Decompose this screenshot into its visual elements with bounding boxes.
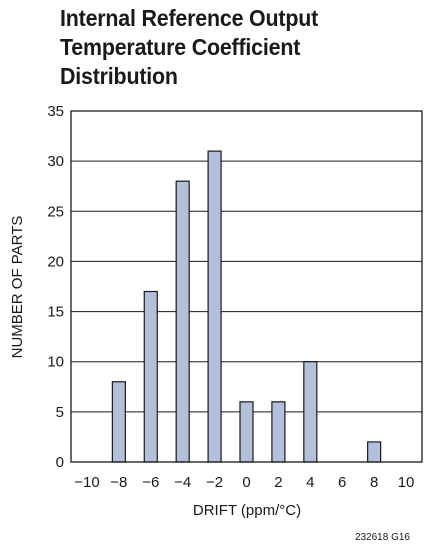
bar-drift--8: [111, 381, 126, 463]
y-tick-label: 30: [47, 153, 64, 170]
bar-drift--4: [175, 180, 190, 463]
grid-lines: [71, 160, 422, 413]
chart-title: Internal Reference Output Temperature Co…: [60, 4, 386, 91]
x-tick-label: 8: [370, 474, 378, 491]
bar-drift-4: [303, 361, 318, 463]
bar-drift-0: [239, 401, 254, 463]
y-tick-label: 35: [47, 103, 64, 120]
x-tick-label: 10: [398, 474, 415, 491]
chart-title-line-3: Distribution: [60, 63, 178, 89]
x-tick-label: −4: [174, 474, 191, 491]
y-tick-label: 5: [56, 404, 64, 421]
x-tick-label: −6: [142, 474, 159, 491]
y-tick-label: 15: [47, 304, 64, 321]
x-tick-label: 4: [306, 474, 314, 491]
y-tick-label: 10: [47, 354, 64, 371]
x-axis-label: DRIFT (ppm/°C): [193, 502, 301, 519]
x-tick-label: 2: [274, 474, 282, 491]
figure-code: 232618 G16: [355, 532, 410, 543]
x-tick-label: −2: [206, 474, 223, 491]
y-tick-labels: 0 5 10 15 20 25 30 35: [47, 103, 64, 471]
bars: [111, 150, 382, 463]
y-tick-label: 25: [47, 203, 64, 220]
chart-title-line-2: Temperature Coefficient: [60, 34, 301, 60]
y-tick-label: 20: [47, 253, 64, 270]
x-tick-label: −8: [110, 474, 127, 491]
bar-drift-2: [271, 401, 286, 463]
x-tick-label: 0: [242, 474, 250, 491]
chart-title-line-1: Internal Reference Output: [60, 5, 319, 31]
bar-drift-8: [367, 441, 382, 463]
bar-drift--2: [207, 150, 222, 463]
x-tick-label: 6: [338, 474, 346, 491]
x-tick-labels: −10 −8 −6 −4 −2 0 2 4 6 8 10: [74, 474, 414, 491]
bar-drift--6: [143, 290, 158, 463]
y-axis-label: NUMBER OF PARTS: [9, 216, 26, 359]
y-tick-label: 0: [56, 454, 64, 471]
plot-frame: [70, 110, 423, 463]
x-tick-label: −10: [74, 474, 99, 491]
